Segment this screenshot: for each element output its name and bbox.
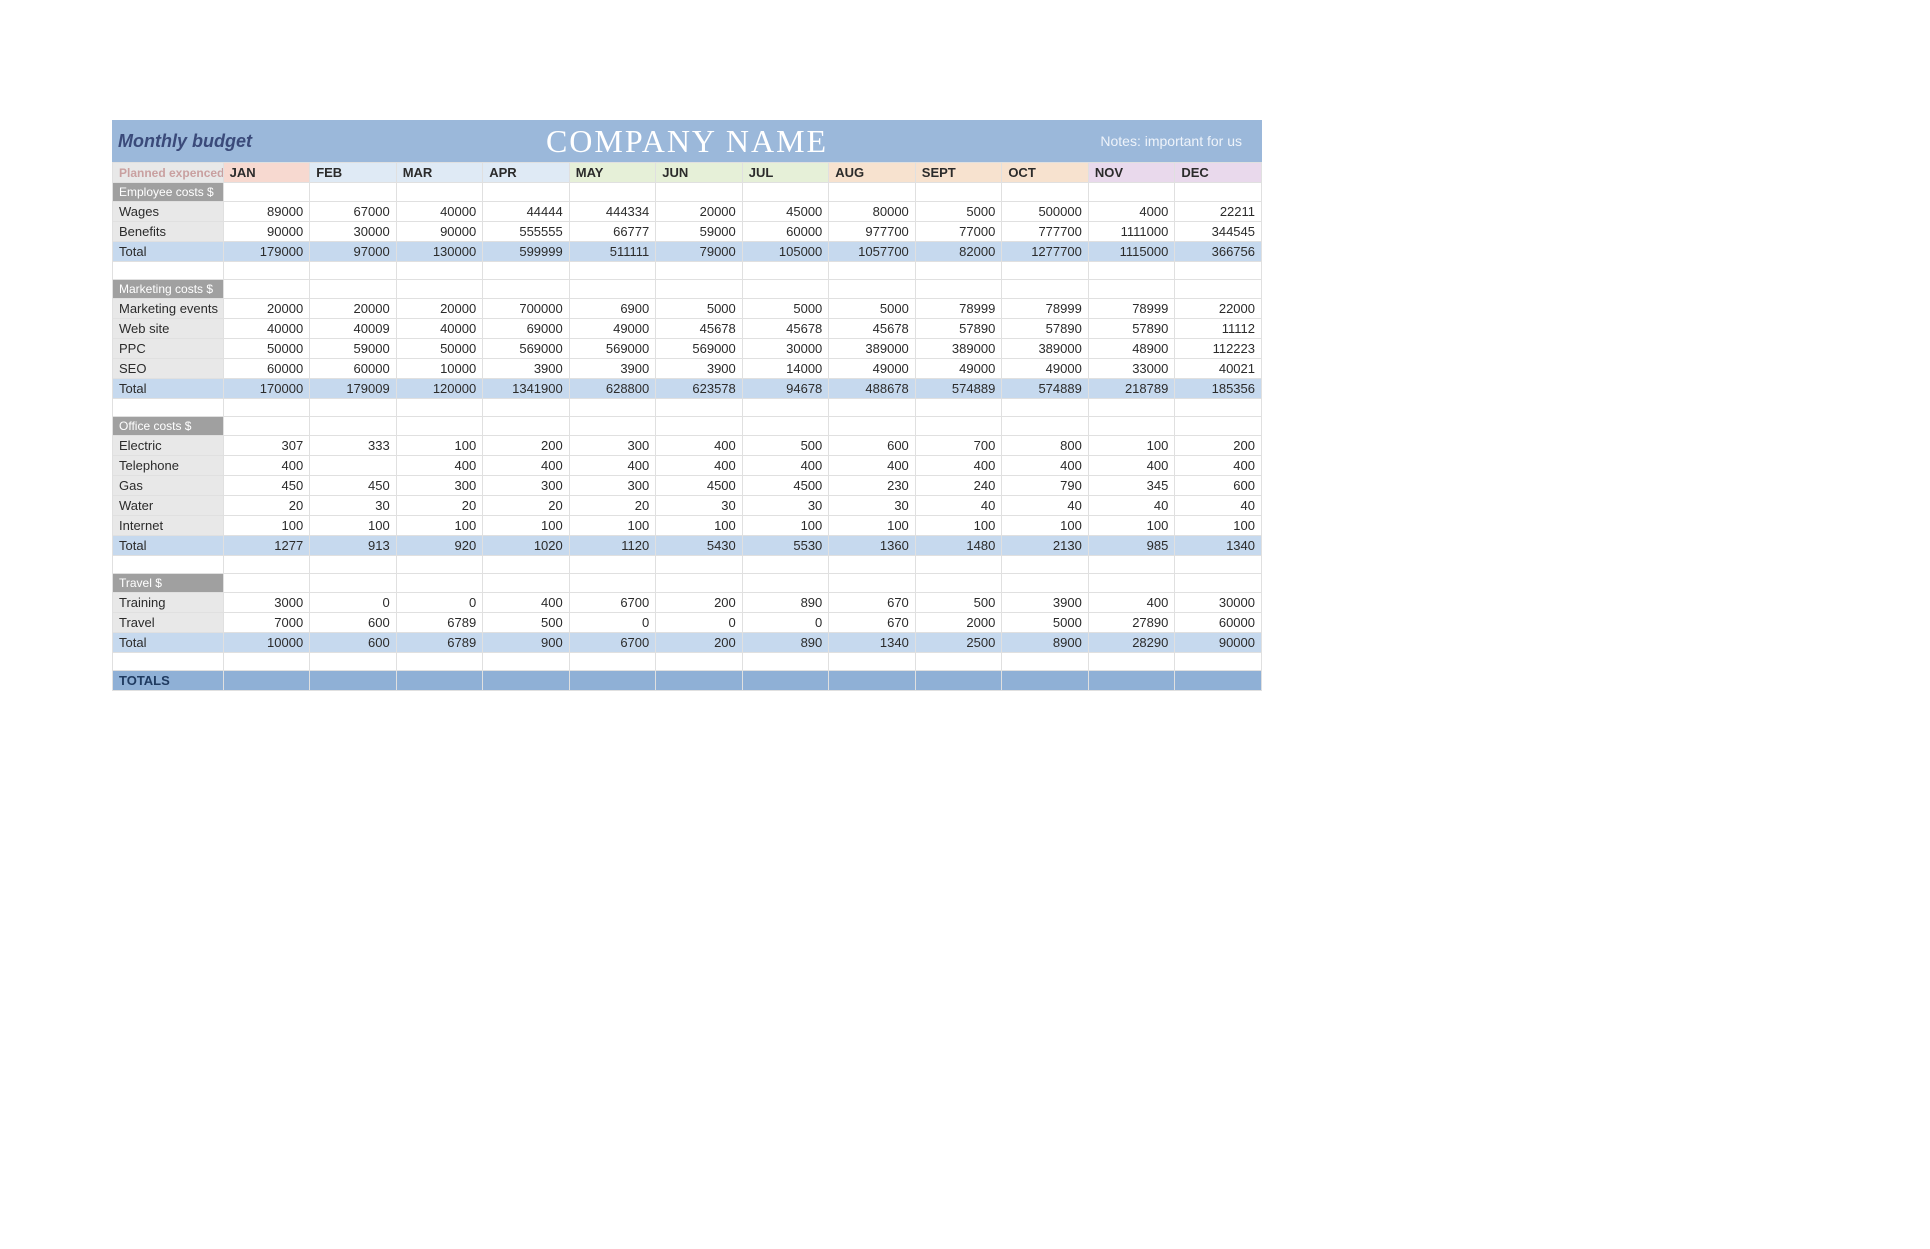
month-header-dec: DEC	[1175, 163, 1262, 183]
table-row: Travel7000600678950000067020005000278906…	[113, 613, 1262, 633]
notes-text: Notes: important for us	[1100, 133, 1262, 149]
table-row: Water203020202030303040404040	[113, 496, 1262, 516]
spacer-row	[113, 653, 1262, 671]
table-row: Marketing events200002000020000700000690…	[113, 299, 1262, 319]
section-total-row: Total10000600678990067002008901340250089…	[113, 633, 1262, 653]
table-row: Telephone4004004004004004004004004004004…	[113, 456, 1262, 476]
month-header-jan: JAN	[223, 163, 310, 183]
row-label: Benefits	[113, 222, 224, 242]
budget-table: Planned expencedJANFEBMARAPRMAYJUNJULAUG…	[112, 162, 1262, 691]
month-header-mar: MAR	[396, 163, 483, 183]
month-header-nov: NOV	[1088, 163, 1175, 183]
budget-sheet: Monthly budget COMPANY NAME Notes: impor…	[112, 120, 1262, 691]
row-label: Training	[113, 593, 224, 613]
section-header: Office costs $	[113, 417, 1262, 436]
table-row: Electric30733310020030040050060070080010…	[113, 436, 1262, 456]
section-header: Marketing costs $	[113, 280, 1262, 299]
section-title: Marketing costs $	[113, 280, 224, 299]
title-left: Monthly budget	[112, 131, 372, 152]
month-header-oct: OCT	[1002, 163, 1089, 183]
grand-totals-label: TOTALS	[113, 671, 224, 691]
section-total-row: Total17000017900912000013419006288006235…	[113, 379, 1262, 399]
table-row: PPC5000059000500005690005690005690003000…	[113, 339, 1262, 359]
row-label: PPC	[113, 339, 224, 359]
row-label: Internet	[113, 516, 224, 536]
table-row: Gas4504503003003004500450023024079034560…	[113, 476, 1262, 496]
month-header-jul: JUL	[742, 163, 829, 183]
spacer-row	[113, 399, 1262, 417]
row-label: Electric	[113, 436, 224, 456]
table-row: Training30000040067002008906705003900400…	[113, 593, 1262, 613]
month-header-row: Planned expencedJANFEBMARAPRMAYJUNJULAUG…	[113, 163, 1262, 183]
row-label: Travel	[113, 613, 224, 633]
month-header-aug: AUG	[829, 163, 916, 183]
row-label: Water	[113, 496, 224, 516]
section-header: Employee costs $	[113, 183, 1262, 202]
month-header-apr: APR	[483, 163, 570, 183]
month-header-may: MAY	[569, 163, 656, 183]
section-total-row: Total12779139201020112054305530136014802…	[113, 536, 1262, 556]
row-label: Marketing events	[113, 299, 224, 319]
row-label: Gas	[113, 476, 224, 496]
table-row: Web site40000400094000069000490004567845…	[113, 319, 1262, 339]
total-label: Total	[113, 379, 224, 399]
month-header-feb: FEB	[310, 163, 397, 183]
table-row: Internet10010010010010010010010010010010…	[113, 516, 1262, 536]
spacer-row	[113, 262, 1262, 280]
section-title: Employee costs $	[113, 183, 224, 202]
planned-expenses-label: Planned expenced	[113, 163, 224, 183]
total-label: Total	[113, 633, 224, 653]
table-row: Wages89000670004000044444444334200004500…	[113, 202, 1262, 222]
section-title: Office costs $	[113, 417, 224, 436]
section-header: Travel $	[113, 574, 1262, 593]
month-header-sept: SEPT	[915, 163, 1002, 183]
total-label: Total	[113, 536, 224, 556]
section-total-row: Total17900097000130000599999511111790001…	[113, 242, 1262, 262]
title-bar: Monthly budget COMPANY NAME Notes: impor…	[112, 120, 1262, 162]
row-label: Telephone	[113, 456, 224, 476]
table-row: SEO6000060000100003900390039001400049000…	[113, 359, 1262, 379]
section-title: Travel $	[113, 574, 224, 593]
row-label: Web site	[113, 319, 224, 339]
total-label: Total	[113, 242, 224, 262]
table-row: Benefits90000300009000055555566777590006…	[113, 222, 1262, 242]
row-label: SEO	[113, 359, 224, 379]
grand-totals-row: TOTALS	[113, 671, 1262, 691]
spacer-row	[113, 556, 1262, 574]
month-header-jun: JUN	[656, 163, 743, 183]
row-label: Wages	[113, 202, 224, 222]
